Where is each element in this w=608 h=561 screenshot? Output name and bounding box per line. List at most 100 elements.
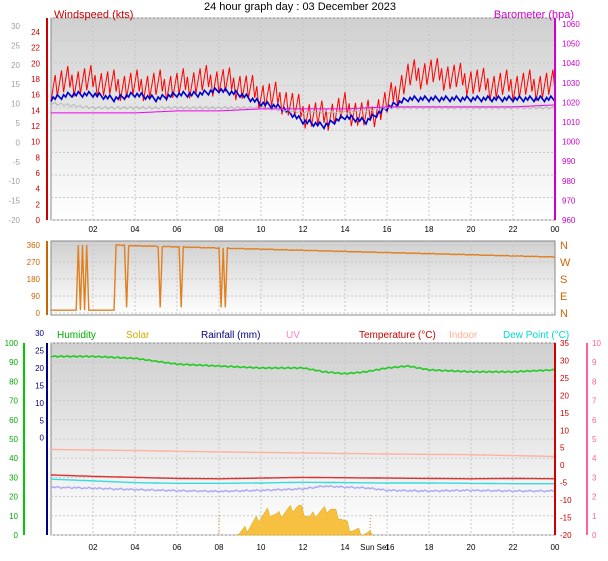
tick-x: 02 xyxy=(89,543,98,552)
tick-humidity: 0 xyxy=(14,531,19,540)
tick-right: 1030 xyxy=(562,79,580,88)
tick-x: 04 xyxy=(131,543,140,552)
tick-left-outer: 10 xyxy=(11,100,20,109)
temperature-legend: Humidity Solar Rainfall (mm) UV Temperature … xyxy=(57,330,569,341)
series-temperature-c- xyxy=(51,474,555,480)
tick-left: 8 xyxy=(36,153,41,162)
tick-humidity: 60 xyxy=(9,416,18,425)
tick-direction: 270 xyxy=(27,258,41,267)
tick-left: 22 xyxy=(31,44,40,53)
tick-left: 4 xyxy=(36,185,41,194)
series-indoor xyxy=(51,448,556,458)
tick-x: 02 xyxy=(89,225,98,234)
tick-x: 20 xyxy=(467,225,476,234)
barometer-label: Barometer (hpa) xyxy=(494,9,574,21)
tick-direction: 0 xyxy=(36,309,41,318)
tick-x: 00 xyxy=(551,225,560,234)
wind-grid xyxy=(51,17,555,221)
wind-series xyxy=(50,57,556,131)
tick-uv: 10 xyxy=(592,339,601,348)
tick-humidity: 20 xyxy=(9,493,18,502)
tick-x: 10 xyxy=(257,543,266,552)
tick-left-outer: -15 xyxy=(8,197,20,206)
tick-compass: N xyxy=(560,240,568,252)
tick-x: 10 xyxy=(257,225,266,234)
tick-humidity: 70 xyxy=(9,397,18,406)
temperature-grid xyxy=(51,342,555,536)
tick-uv: 2 xyxy=(592,493,597,502)
wind-axis-labels: 302520151050-5-10-15-2024222018161412108… xyxy=(8,18,580,234)
tick-temperature: 10 xyxy=(560,426,569,435)
tick-temperature: 0 xyxy=(560,461,565,470)
tick-uv: 7 xyxy=(592,397,597,406)
series-dew-point-c- xyxy=(50,478,555,485)
tick-uv: 4 xyxy=(592,454,597,463)
tick-left: 6 xyxy=(36,169,41,178)
tick-temperature: 25 xyxy=(560,374,569,383)
tick-uv: 0 xyxy=(592,531,597,540)
tick-uv: 8 xyxy=(592,377,597,386)
tick-uv: 6 xyxy=(592,416,597,425)
tick-temperature: -5 xyxy=(560,479,568,488)
direction-series xyxy=(51,244,556,311)
tick-x: 12 xyxy=(299,225,308,234)
graph-title: 24 hour graph day : 03 December 2023 xyxy=(204,1,396,13)
tick-compass: N xyxy=(560,308,568,320)
tick-humidity: 30 xyxy=(9,473,18,482)
tick-uv: 1 xyxy=(592,512,597,521)
tick-temperature: 20 xyxy=(560,391,569,400)
tick-x: 14 xyxy=(341,225,350,234)
tick-right: 1040 xyxy=(562,59,580,68)
tick-temperature: 5 xyxy=(560,444,565,453)
tick-x: 04 xyxy=(131,225,140,234)
tick-x: 00 xyxy=(551,543,560,552)
sunset-label: Sun Set xyxy=(360,543,389,552)
tick-x: 16 xyxy=(386,543,395,552)
temperature-series xyxy=(50,355,556,536)
tick-right: 1000 xyxy=(562,138,580,147)
series-windspeed-kts- xyxy=(50,57,556,131)
series-solar xyxy=(235,504,373,536)
tick-temperature: 15 xyxy=(560,409,569,418)
tick-rainfall: 0 xyxy=(40,434,45,443)
series-gust xyxy=(50,86,556,131)
tick-left-outer: 5 xyxy=(16,119,21,128)
tick-uv: 5 xyxy=(592,435,597,444)
tick-right: 990 xyxy=(562,157,576,166)
tick-x: 14 xyxy=(341,543,350,552)
tick-humidity: 80 xyxy=(9,377,18,386)
windspeed-label: Windspeed (kts) xyxy=(54,9,133,21)
tick-left: 20 xyxy=(31,59,40,68)
tick-x: 08 xyxy=(215,543,224,552)
tick-left-outer: -10 xyxy=(8,177,20,186)
tick-left-outer: 15 xyxy=(11,80,20,89)
tick-rainfall: 15 xyxy=(35,381,44,390)
tick-humidity: 40 xyxy=(9,454,18,463)
tick-left: 16 xyxy=(31,91,40,100)
tick-x: 18 xyxy=(425,225,434,234)
tick-left: 2 xyxy=(36,200,41,209)
tick-rainfall: 10 xyxy=(35,399,44,408)
legend-item: Solar xyxy=(126,330,150,341)
tick-left: 18 xyxy=(31,75,40,84)
tick-left-outer: 20 xyxy=(11,61,20,70)
tick-right: 1010 xyxy=(562,118,580,127)
tick-x: 12 xyxy=(299,543,308,552)
series-humidity xyxy=(50,355,556,375)
tick-right: 960 xyxy=(562,216,576,225)
tick-temperature: -10 xyxy=(560,496,572,505)
tick-right: 980 xyxy=(562,177,576,186)
legend-item: Indoor xyxy=(449,330,478,341)
direction-grid xyxy=(51,241,555,315)
tick-x: 22 xyxy=(509,543,518,552)
tick-humidity: 10 xyxy=(9,512,18,521)
tick-left: 24 xyxy=(31,28,40,37)
tick-uv: 9 xyxy=(592,358,597,367)
tick-humidity: 100 xyxy=(5,339,19,348)
tick-rainfall: 5 xyxy=(40,416,45,425)
tick-x: 06 xyxy=(173,543,182,552)
tick-humidity: 90 xyxy=(9,358,18,367)
tick-compass: S xyxy=(560,274,567,286)
